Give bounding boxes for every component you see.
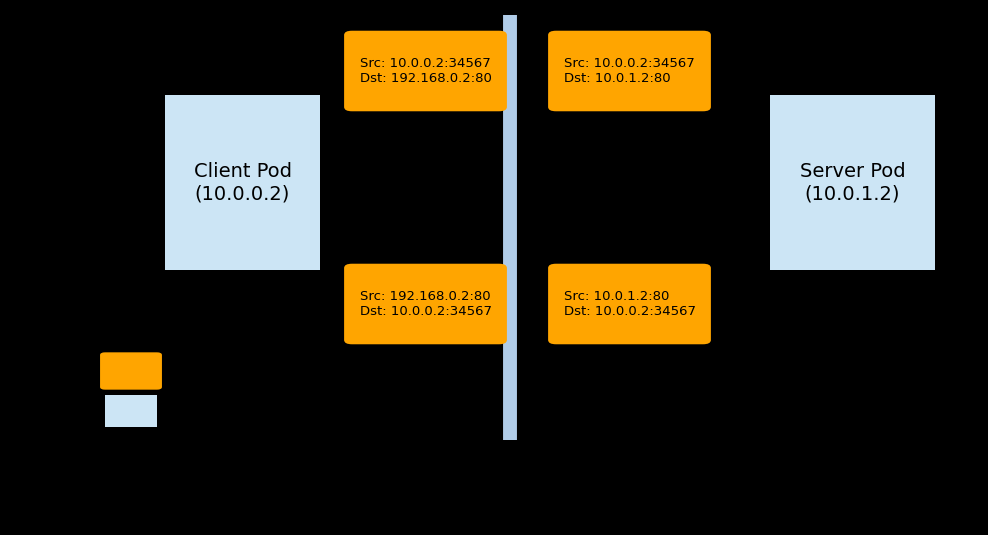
FancyBboxPatch shape [770, 95, 935, 270]
FancyBboxPatch shape [165, 95, 320, 270]
FancyBboxPatch shape [548, 30, 711, 111]
Text: Src: 192.168.0.2:80
Dst: 10.0.0.2:34567: Src: 192.168.0.2:80 Dst: 10.0.0.2:34567 [360, 290, 491, 318]
Text: Src: 10.0.1.2:80
Dst: 10.0.0.2:34567: Src: 10.0.1.2:80 Dst: 10.0.0.2:34567 [563, 290, 696, 318]
Text: Src: 10.0.0.2:34567
Dst: 192.168.0.2:80: Src: 10.0.0.2:34567 Dst: 192.168.0.2:80 [360, 57, 491, 85]
FancyBboxPatch shape [344, 30, 507, 111]
FancyBboxPatch shape [100, 353, 162, 389]
FancyBboxPatch shape [344, 264, 507, 345]
FancyBboxPatch shape [548, 264, 711, 345]
Text: Client Pod
(10.0.0.2): Client Pod (10.0.0.2) [194, 162, 291, 203]
Text: Src: 10.0.0.2:34567
Dst: 10.0.1.2:80: Src: 10.0.0.2:34567 Dst: 10.0.1.2:80 [564, 57, 695, 85]
FancyBboxPatch shape [105, 395, 157, 427]
Text: Server Pod
(10.0.1.2): Server Pod (10.0.1.2) [799, 162, 905, 203]
